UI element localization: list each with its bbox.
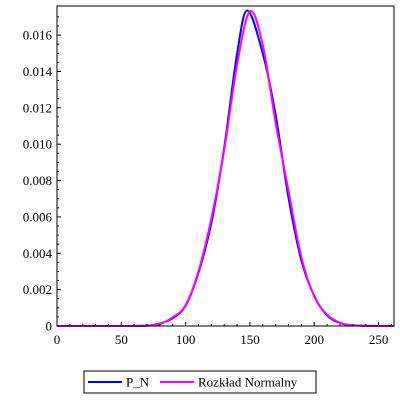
y-tick-label: 0.014 <box>23 64 53 79</box>
series-line-p-n <box>57 9 394 328</box>
y-tick-label: 0.012 <box>23 100 52 115</box>
y-tick-label: 0.016 <box>23 28 53 43</box>
x-tick-label: 150 <box>240 332 260 347</box>
y-tick-label: 0.008 <box>23 173 52 188</box>
legend-label: P_N <box>126 375 150 390</box>
y-tick-label: 0.004 <box>23 246 53 261</box>
plot-frame <box>56 5 395 327</box>
x-tick-label: 50 <box>115 332 128 347</box>
axes: 0 50 100 150 200 250 0 0.002 0.004 0.006 0.008 0.01… <box>23 5 395 347</box>
legend-label: Rozkład Normalny <box>198 375 298 390</box>
y-tick-label: 0.010 <box>23 137 52 152</box>
x-tick-label: 250 <box>369 332 389 347</box>
series-line-rozklad-normalny <box>57 10 394 328</box>
legend: P_N Rozkład Normalny <box>83 370 317 394</box>
x-tick-label: 200 <box>305 332 325 347</box>
x-tick-label: 0 <box>54 332 61 347</box>
plot-area <box>57 9 394 328</box>
y-tick-label: 0.002 <box>23 282 52 297</box>
y-tick-label: 0 <box>46 319 53 334</box>
x-tick-label: 100 <box>176 332 196 347</box>
y-tick-label: 0.006 <box>23 209 53 224</box>
legend-box <box>83 370 317 394</box>
